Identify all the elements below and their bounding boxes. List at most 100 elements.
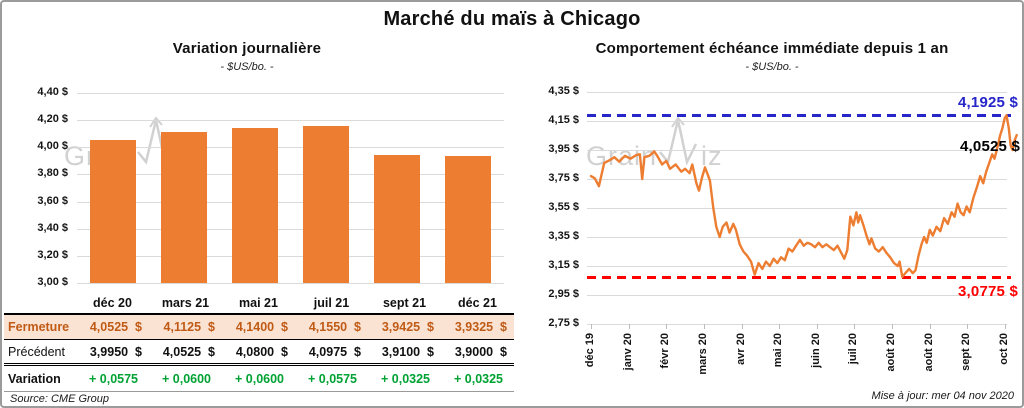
x-tick-label: févr 20 (659, 333, 672, 369)
gridline (77, 120, 504, 122)
y-tick-label: 3,40 $ (37, 221, 68, 234)
y-tick-label: 4,40 $ (37, 86, 68, 98)
y-tick-label: 3,95 $ (548, 143, 579, 155)
table-cell: 3,9325 $ (441, 315, 514, 340)
x-tick-mark (967, 324, 969, 329)
x-tick-mark (741, 324, 743, 329)
y-tick-label: 4,20 $ (37, 113, 68, 126)
column-header: juil 21 (295, 292, 368, 315)
quote-table: déc 20 mars 21 mai 21 juil 21 sept 21 déc 21 F… (4, 292, 515, 392)
row-label: Fermeture (4, 315, 76, 340)
x-tick-label: avr 20 (734, 333, 747, 365)
y-tick-label: 3,55 $ (548, 201, 579, 213)
x-tick-mark (1005, 324, 1007, 329)
table-cell: + 0,0575 (76, 366, 149, 392)
x-tick-label: août 20 (922, 333, 935, 372)
bar-chart-title: Variation journalière (172, 40, 322, 57)
gridline (587, 179, 1007, 180)
watermark-text-right: iz (701, 141, 723, 171)
gridline (77, 228, 504, 230)
page-title: Marché du maïs à Chicago (383, 8, 641, 30)
zigzag-arrow-icon (659, 116, 698, 166)
x-tick-label: sept 20 (960, 333, 973, 371)
y-tick-label: 3,80 $ (37, 167, 68, 180)
table-cell: 4,1550 $ (295, 315, 368, 340)
y-tick-label: 3,00 $ (37, 276, 68, 288)
gridline (587, 266, 1007, 267)
gridline (587, 324, 1007, 325)
x-tick-label: mars 20 (696, 333, 709, 375)
low-line (587, 275, 1011, 279)
gridline (587, 121, 1007, 122)
table-cell: 4,1125 $ (149, 315, 222, 340)
table-cell: 4,0800 $ (222, 340, 295, 366)
updated-note: Mise à jour: mer 04 nov 2020 (871, 390, 1014, 402)
table-cell: 4,1400 $ (222, 315, 295, 340)
y-tick-label: 4,00 $ (37, 140, 68, 153)
column-header: mai 21 (222, 292, 295, 315)
gridline (587, 92, 1007, 93)
gridline (77, 93, 504, 94)
column-header: mars 21 (149, 292, 222, 315)
table-cell: 4,0525 $ (149, 340, 222, 366)
y-tick-label: 2,75 $ (548, 317, 579, 329)
x-tick-mark (666, 324, 668, 329)
bar (231, 128, 278, 283)
x-tick-label: oct 20 (998, 333, 1011, 365)
gridline (587, 237, 1007, 238)
table-cell: 3,9000 $ (441, 340, 514, 366)
column-header: déc 20 (76, 292, 149, 315)
y-tick-label: 2,95 $ (548, 288, 579, 300)
bar (89, 140, 136, 283)
line-chart-title: Comportement échéance immédiate depuis 1… (595, 40, 949, 57)
bar (445, 156, 492, 283)
table-cell: + 0,0600 (222, 366, 295, 392)
gridline (77, 201, 504, 203)
bar (160, 132, 207, 283)
x-tick-mark (854, 324, 856, 329)
y-tick-label: 3,20 $ (37, 248, 68, 261)
table-corner-cell (4, 292, 76, 315)
x-tick-label: mai 20 (772, 333, 785, 368)
column-header: déc 21 (441, 292, 514, 315)
y-tick-label: 3,75 $ (548, 172, 579, 184)
table-cell: + 0,0575 (295, 366, 368, 392)
gridline (77, 255, 504, 257)
bar (374, 155, 421, 283)
x-tick-label: août 20 (885, 333, 898, 372)
column-header: sept 21 (368, 292, 441, 315)
y-tick-label: 3,15 $ (548, 259, 579, 271)
table-cell: + 0,0600 (149, 366, 222, 392)
x-tick-label: juin 20 (809, 333, 822, 368)
gridline (587, 295, 1007, 296)
gridline (587, 208, 1007, 209)
bar (303, 126, 350, 283)
table-cell: 4,0975 $ (295, 340, 368, 366)
table-cell: + 0,0325 (368, 366, 441, 392)
gridline (587, 150, 1007, 151)
row-label: Variation (4, 366, 76, 392)
bar-chart-subtitle: - $US/bo. - (220, 61, 274, 73)
table-cell: 3,9950 $ (76, 340, 149, 366)
x-tick-mark (929, 324, 931, 329)
price-line (589, 114, 1018, 279)
gridline (77, 147, 504, 149)
table-cell: + 0,0325 (441, 366, 514, 392)
last-value-label: 4,0525 $ (960, 138, 1020, 156)
x-tick-label: janv 20 (621, 333, 634, 371)
high-line-label: 4,1925 $ (958, 93, 1018, 111)
y-tick-label: 4,15 $ (548, 114, 579, 126)
x-tick-mark (816, 324, 818, 329)
x-tick-mark (779, 324, 781, 329)
gridline (77, 283, 504, 284)
row-label: Précédent (4, 340, 76, 366)
y-tick-label: 3,60 $ (37, 194, 68, 207)
x-tick-mark (703, 324, 705, 329)
table-cell: 3,9425 $ (368, 315, 441, 340)
y-tick-label: 4,35 $ (548, 85, 579, 97)
x-tick-mark (892, 324, 894, 329)
x-tick-mark (628, 324, 630, 329)
table-cell: 3,9100 $ (368, 340, 441, 366)
x-tick-label: déc 19 (584, 333, 596, 368)
table-cell: 4,0525 $ (76, 315, 149, 340)
